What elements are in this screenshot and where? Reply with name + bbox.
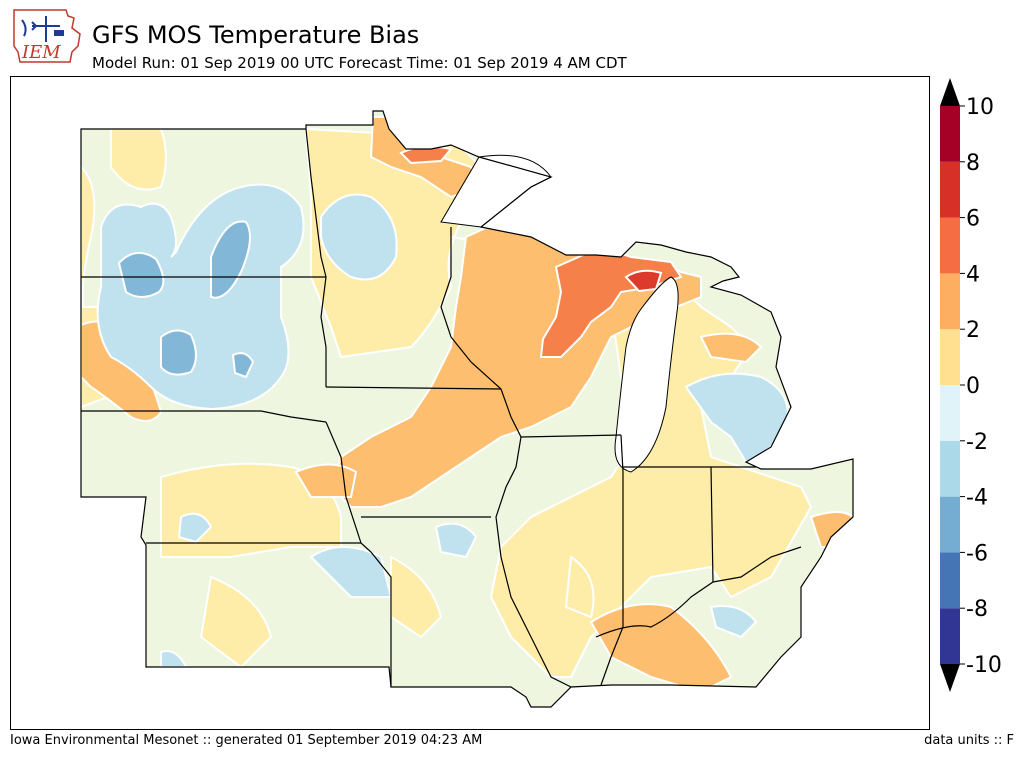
colorbar-under-arrow	[940, 664, 960, 692]
map-subtitle: Model Run: 01 Sep 2019 00 UTC Forecast T…	[92, 54, 627, 72]
colorbar-over-arrow	[940, 78, 960, 106]
lake-michigan	[614, 276, 679, 473]
colorbar-label: 2	[966, 318, 980, 343]
state-borders	[80, 110, 854, 708]
colorbar-bin	[940, 552, 960, 609]
bias-zone-neg6-neg4	[117, 220, 255, 379]
colorbar-label: -10	[966, 653, 1002, 678]
iem-logo: IEM	[13, 9, 81, 63]
colorbar-bin	[940, 440, 960, 497]
colorbar-label: -6	[966, 541, 988, 566]
weather-station-icon	[21, 16, 64, 42]
colorbar-bin	[940, 329, 960, 385]
colorbar-label: -2	[966, 430, 988, 455]
footer-units: data units :: F	[924, 733, 1014, 748]
colorbar-label: 6	[966, 207, 980, 232]
colorbar-label: 10	[966, 95, 994, 120]
bias-map	[10, 76, 930, 730]
colorbar-label: 0	[966, 374, 980, 399]
colorbar-bin	[940, 217, 960, 274]
colorbar-label: -8	[966, 597, 988, 622]
colorbar: 10 8 6 4 2 0 -2 -4 -6 -8 -10	[940, 78, 1002, 692]
map-canvas	[80, 110, 854, 708]
footer-credit: Iowa Environmental Mesonet :: generated …	[10, 733, 483, 748]
colorbar-label: 8	[966, 151, 980, 176]
colorbar-label: 4	[966, 262, 980, 287]
colorbar-bin	[940, 273, 960, 330]
colorbar-bin	[940, 385, 960, 441]
colorbar-bin	[940, 496, 960, 553]
bias-zone-neg4-neg2	[96, 183, 789, 668]
bias-zone-pos6-8	[624, 269, 663, 293]
colorbar-bin	[940, 106, 960, 162]
colorbar-bin	[940, 161, 960, 218]
map-title: GFS MOS Temperature Bias	[92, 21, 420, 49]
colorbar-bin	[940, 608, 960, 664]
colorbar-label: -4	[966, 486, 988, 511]
logo-text: IEM	[21, 42, 61, 63]
